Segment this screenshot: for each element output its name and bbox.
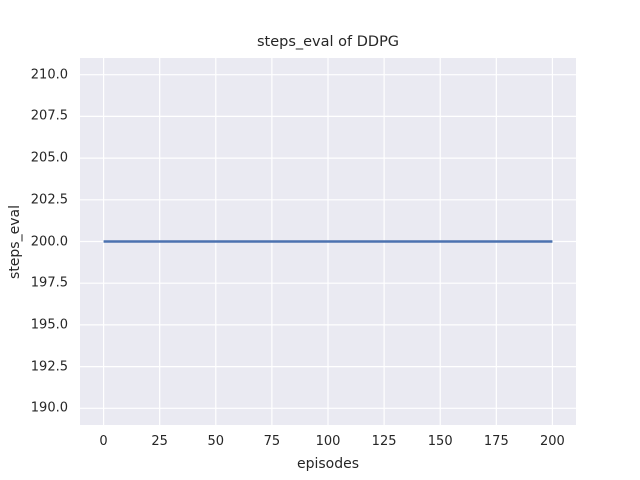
y-axis-ticks: 210.0 207.5 205.0 202.5 200.0 197.5 195.0 192.5… — [0, 58, 74, 425]
chart-title: steps_eval of DDPG — [256, 34, 400, 50]
y-tick-label: 207.5 — [30, 108, 68, 124]
x-tick-label: 125 — [371, 434, 397, 449]
plot-canvas — [80, 58, 576, 425]
x-tick-label: 175 — [483, 434, 509, 449]
y-tick-label: 195.0 — [30, 317, 68, 333]
y-tick-label: 190.0 — [30, 400, 68, 416]
y-tick-label: 197.5 — [30, 275, 68, 291]
y-tick-label: 205.0 — [30, 150, 68, 166]
x-tick-label: 150 — [427, 434, 453, 449]
y-tick-label: 202.5 — [30, 192, 68, 208]
y-tick-label: 210.0 — [30, 67, 68, 83]
x-tick-label: 25 — [151, 434, 168, 449]
x-axis-label: episodes — [296, 456, 360, 472]
y-tick-label: 200.0 — [30, 234, 68, 249]
y-tick-label: 192.5 — [30, 359, 68, 375]
x-tick-label: 200 — [540, 434, 565, 449]
x-axis-ticks: 0 25 50 75 100 125 150 175 200 — [80, 434, 576, 450]
x-tick-label: 50 — [207, 434, 225, 449]
x-tick-label: 100 — [315, 434, 341, 449]
x-tick-label: 75 — [263, 434, 281, 449]
plot-area — [80, 58, 576, 425]
x-tick-label: 0 — [99, 434, 108, 449]
